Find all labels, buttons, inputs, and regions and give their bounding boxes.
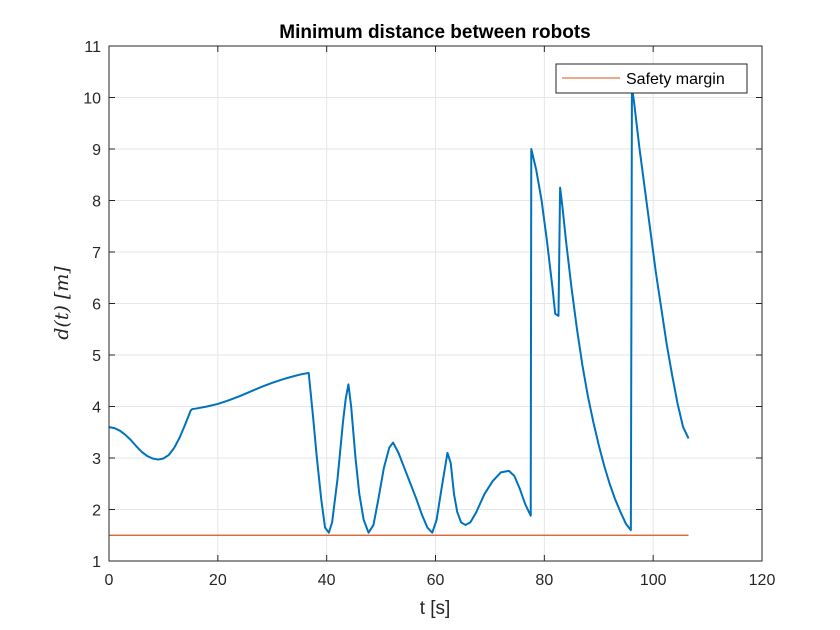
y-tick-label: 6 (92, 297, 101, 314)
y-tick-label: 8 (92, 194, 101, 211)
legend: Safety margin (555, 63, 748, 94)
x-tick-label: 0 (105, 572, 114, 589)
legend-label-safety-margin: Safety margin (626, 71, 725, 88)
y-axis: 1 2 3 4 5 6 7 8 9 10 11 (83, 39, 762, 571)
y-tick-label: 2 (92, 503, 101, 520)
chart-title: Minimum distance between robots (279, 22, 590, 43)
y-tick-label: 11 (84, 39, 101, 56)
series-layer (108, 86, 690, 536)
y-tick-label: 7 (92, 245, 101, 262)
y-tick-label: 4 (92, 400, 101, 417)
x-axis: 0 20 40 60 80 100 120 (105, 46, 776, 589)
y-tick-label: 3 (92, 451, 101, 468)
y-axis-label: d(t) [m] (51, 266, 73, 340)
x-tick-label: 120 (749, 572, 776, 589)
x-tick-label: 60 (427, 572, 445, 589)
x-tick-label: 40 (318, 572, 336, 589)
y-tick-label: 9 (92, 142, 101, 159)
x-tick-label: 20 (209, 572, 227, 589)
series-line-distance (108, 86, 690, 534)
x-tick-label: 80 (535, 572, 553, 589)
x-axis-label: t [s] (420, 598, 451, 619)
y-tick-label: 1 (92, 554, 101, 571)
y-tick-label: 10 (83, 91, 101, 108)
x-tick-label: 100 (640, 572, 667, 589)
y-tick-label: 5 (92, 348, 101, 365)
